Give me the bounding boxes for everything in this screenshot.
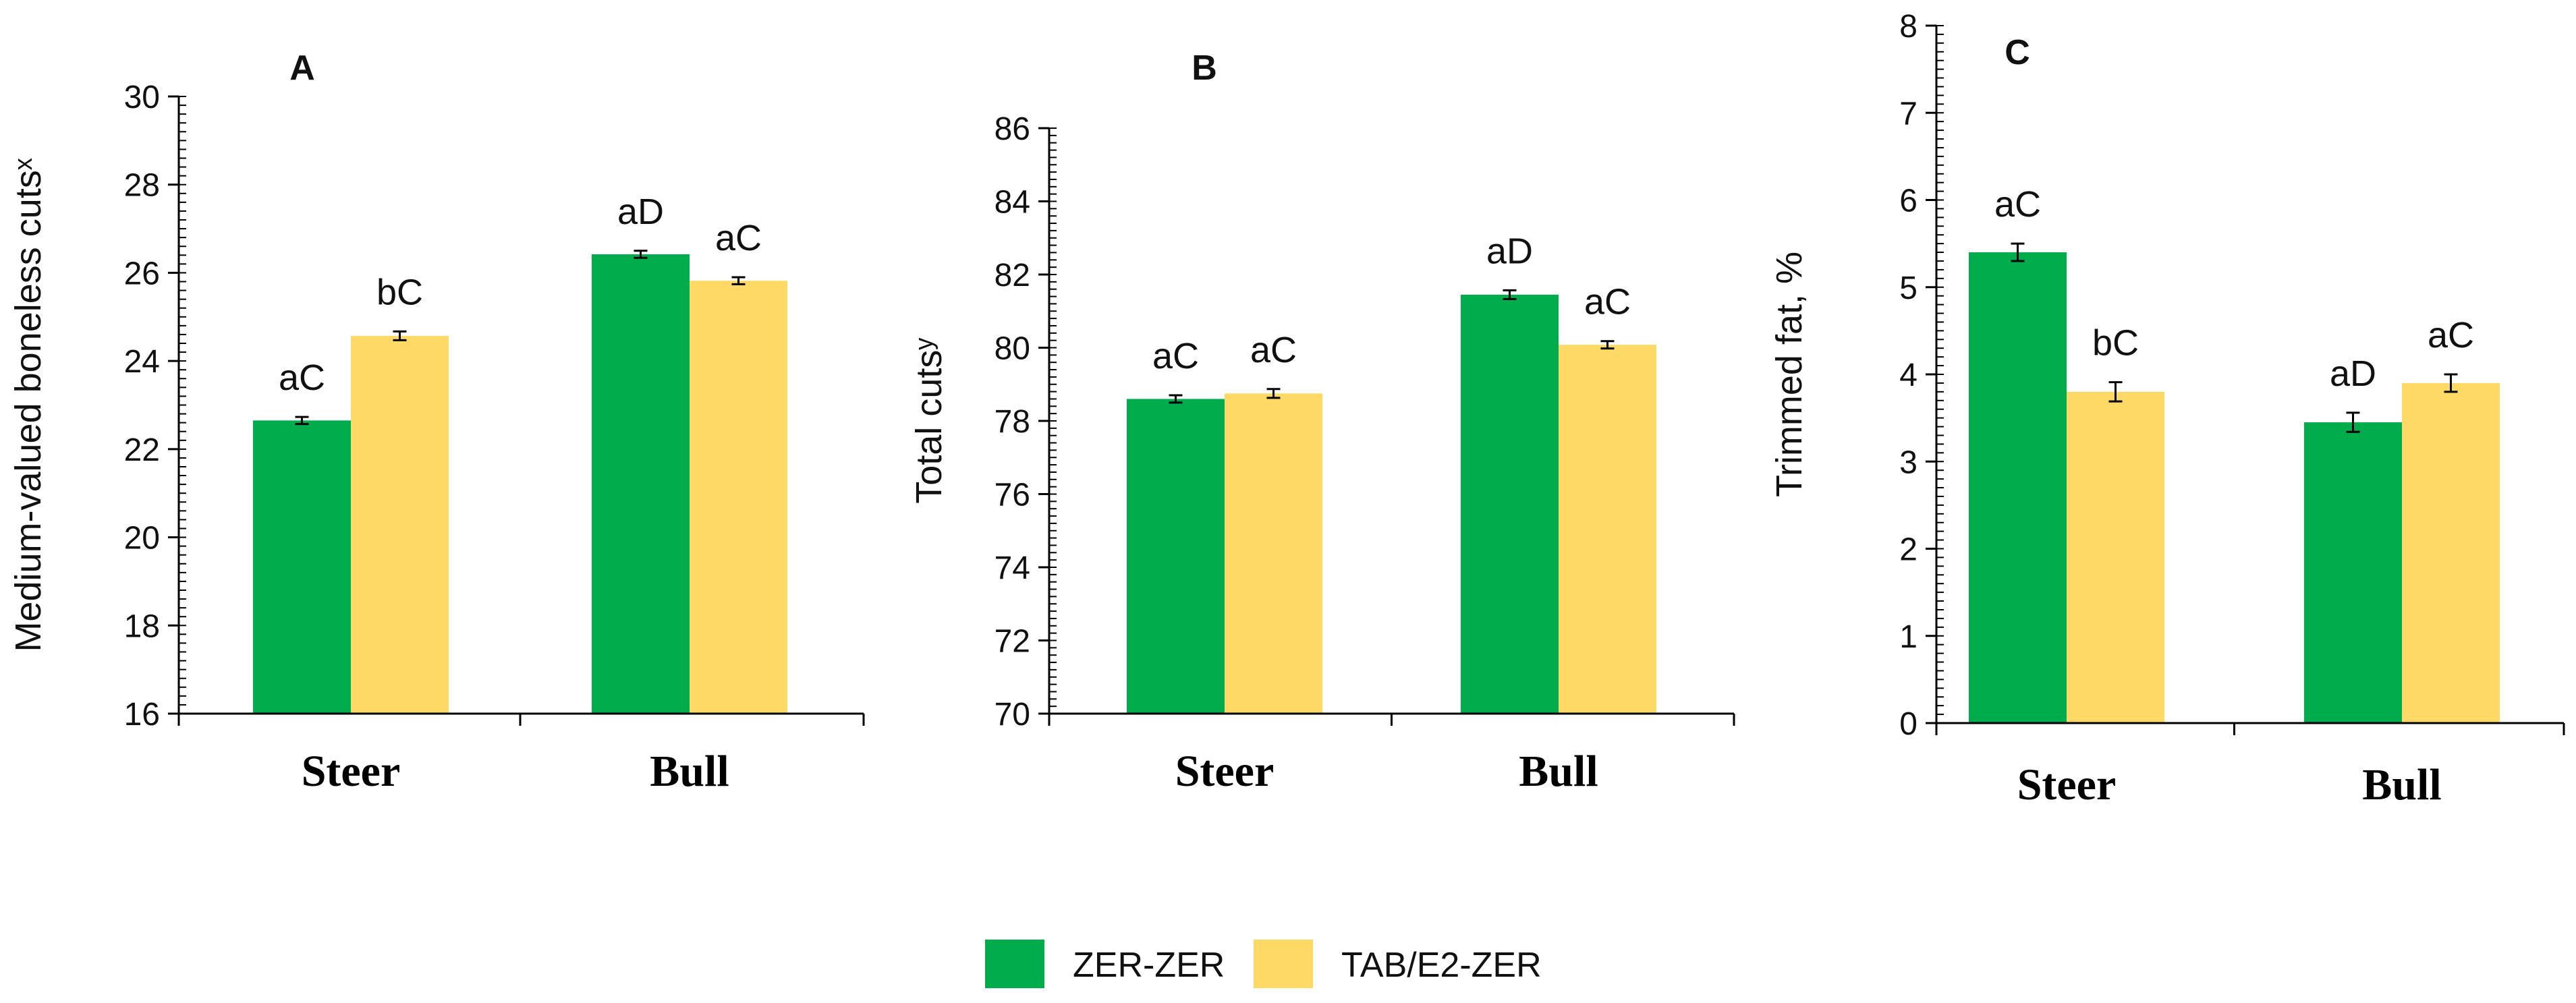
y-tick-label: 16 <box>124 697 160 733</box>
significance-label: aD <box>617 192 664 232</box>
panel-c: aC aD bC aC 0 1 2 3 4 5 6 7 8 Steer Bull C Trimmed fat, … <box>1769 9 2565 809</box>
panel-a: aC aD bC aC 16 18 20 22 24 26 28 30 Steer Bull A Medium… <box>8 49 865 796</box>
x-category-label: Bull <box>1519 747 1598 796</box>
y-tick-label: 28 <box>124 168 160 204</box>
bar-zer-zer-bull <box>1461 294 1559 714</box>
significance-label: aC <box>279 357 325 398</box>
significance-label: aC <box>1994 184 2041 225</box>
y-tick-label: 24 <box>124 344 160 380</box>
bar-tab-e2-zer-bull <box>1559 345 1656 714</box>
bar-zer-zer-steer <box>1127 399 1225 714</box>
y-axis-title: Medium-valued boneless cutsˣ <box>8 158 49 652</box>
bar-tab-e2-zer-steer <box>351 335 449 714</box>
y-tick-label: 20 <box>124 521 160 556</box>
legend-label: ZER-ZER <box>1073 946 1225 985</box>
y-tick-label: 4 <box>1899 357 1917 393</box>
x-category-label: Steer <box>2017 760 2117 809</box>
y-tick-label: 2 <box>1899 532 1917 568</box>
y-tick-label: 30 <box>124 80 160 115</box>
y-tick-label: 76 <box>995 478 1030 513</box>
bar-zer-zer-bull <box>592 254 690 714</box>
significance-label: aC <box>1152 336 1199 376</box>
panel-label: A <box>289 49 315 88</box>
significance-label: aC <box>2428 315 2474 355</box>
x-category-label: Bull <box>650 747 729 796</box>
x-category-label: Bull <box>2362 760 2441 809</box>
y-tick-label: 5 <box>1899 270 1917 306</box>
y-tick-label: 86 <box>995 111 1030 147</box>
bar-tab-e2-zer-bull <box>690 281 787 714</box>
legend-label: TAB/E2-ZER <box>1341 946 1542 985</box>
legend-swatch <box>985 940 1044 988</box>
panel-label: B <box>1192 49 1217 88</box>
y-tick-label: 1 <box>1899 619 1917 655</box>
bar-zer-zer-steer <box>253 420 351 714</box>
y-tick-label: 8 <box>1899 9 1917 45</box>
y-tick-label: 26 <box>124 256 160 291</box>
legend-swatch <box>1254 940 1313 988</box>
panel-b: aC aD aC aC 70 72 74 76 78 80 82 84 86 Steer Bull B Tota… <box>909 49 1735 796</box>
bar-zer-zer-steer <box>1969 252 2067 723</box>
x-category-label: Steer <box>1175 747 1275 796</box>
y-tick-label: 0 <box>1899 706 1917 742</box>
y-tick-label: 80 <box>995 331 1030 367</box>
panel-label: C <box>2005 33 2030 72</box>
y-tick-label: 74 <box>995 550 1030 586</box>
y-tick-label: 84 <box>995 185 1030 221</box>
x-category-label: Steer <box>302 747 401 796</box>
significance-label: aC <box>715 218 762 258</box>
significance-label: aD <box>1486 231 1533 271</box>
y-tick-label: 18 <box>124 608 160 644</box>
y-tick-label: 78 <box>995 404 1030 440</box>
significance-label: aC <box>1584 282 1631 322</box>
legend: ZER-ZER TAB/E2-ZER <box>985 940 1542 988</box>
significance-label: aD <box>2330 353 2376 394</box>
bar-tab-e2-zer-bull <box>2402 382 2500 723</box>
bar-tab-e2-zer-steer <box>2067 391 2164 723</box>
y-tick-label: 3 <box>1899 445 1917 480</box>
y-tick-label: 70 <box>995 697 1030 733</box>
bar-tab-e2-zer-steer <box>1225 393 1322 714</box>
bar-zer-zer-bull <box>2304 422 2402 723</box>
y-tick-label: 22 <box>124 432 160 468</box>
y-tick-label: 6 <box>1899 183 1917 219</box>
significance-label: aC <box>1250 330 1297 370</box>
y-tick-label: 82 <box>995 258 1030 293</box>
significance-label: bC <box>2092 323 2139 364</box>
y-axis-title: Total cutsʸ <box>909 338 949 504</box>
y-tick-label: 7 <box>1899 96 1917 132</box>
significance-label: bC <box>376 272 423 312</box>
y-tick-label: 72 <box>995 624 1030 660</box>
y-axis-title: Trimmed fat, % <box>1769 252 1810 497</box>
